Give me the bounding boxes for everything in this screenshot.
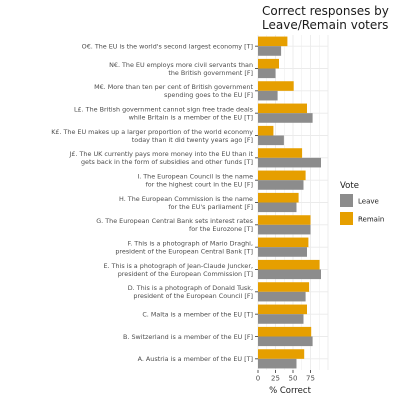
category-label: M€. More than ten per cent of British go…: [94, 83, 253, 91]
category-label: G. The European Central Bank sets intere…: [96, 217, 253, 225]
bar-leave: [258, 68, 276, 79]
category-label: E. This is a photograph of Jean-Claude J…: [103, 262, 253, 270]
bar-leave: [258, 291, 306, 302]
bar-remain: [258, 349, 305, 359]
x-tick-label: 50: [289, 375, 298, 383]
bar-remain: [258, 192, 299, 203]
category-label: while Britain is a member of the EU [T]: [129, 113, 253, 121]
bar-remain: [258, 103, 307, 114]
category-label: O€. The EU is the world's second largest…: [82, 42, 253, 50]
bar-remain: [258, 125, 274, 136]
category-label: F. This is a photograph of Mario Draghi,: [128, 239, 253, 247]
chart-title-line-1: Correct responses by Leave/Remain voters: [262, 4, 389, 32]
x-tick-label: 25: [271, 375, 280, 383]
category-label: B. Switzerland is a member of the EU [F]: [123, 333, 253, 341]
category-label: D. This is a photograph of Donald Tusk,: [128, 284, 253, 292]
category-label: president of the European Commission [T]: [118, 270, 253, 278]
bar-leave: [258, 46, 282, 56]
bar-leave: [258, 336, 313, 347]
category-label: L£. The British government cannot sign f…: [74, 105, 254, 113]
bars: [258, 36, 321, 369]
bar-leave: [258, 269, 321, 280]
bar-remain: [258, 237, 309, 248]
legend-key-leave: [340, 194, 353, 207]
category-label: for the Eurozone [T]: [189, 225, 253, 233]
legend: Vote Leave Remain: [340, 181, 384, 225]
x-tick-label: 0: [256, 375, 260, 383]
bar-leave: [258, 358, 297, 369]
x-axis-title: % Correct: [269, 386, 311, 396]
bar-leave: [258, 157, 321, 168]
bar-leave: [258, 224, 311, 235]
bar-leave: [258, 247, 307, 257]
bar-leave: [258, 113, 313, 123]
category-label: gets back in the form of subsidies and o…: [81, 158, 253, 166]
category-label: J£. The UK currently pays more money int…: [69, 150, 254, 158]
category-label: H. The European Commission is the name: [119, 195, 253, 203]
chart-title-tspan: Leave/Remain voters: [262, 18, 388, 32]
bar-leave: [258, 90, 278, 101]
category-label: spending goes to the EU [F]: [164, 91, 253, 99]
category-label: for the highest court in the EU [F]: [146, 180, 254, 188]
legend-label-remain: Remain: [358, 216, 384, 224]
chart-title-tspan: Correct responses by: [262, 4, 389, 18]
legend-title: Vote: [340, 181, 359, 191]
x-axis: 0 25 50 75: [256, 370, 315, 383]
legend-key-remain: [340, 212, 353, 225]
bar-leave: [258, 135, 284, 146]
x-tick-label: 75: [306, 375, 315, 383]
category-label: K£. The EU makes up a larger proportion …: [51, 128, 253, 136]
category-label: I. The European Council is the name: [137, 172, 253, 180]
legend-label-leave: Leave: [358, 198, 379, 206]
category-label: N€. The EU employs more civil servants t…: [109, 61, 253, 69]
category-label: today than it did twenty years ago [F]: [132, 136, 253, 144]
bar-remain: [258, 36, 288, 47]
category-label: C. Malta is a member of the EU [T]: [142, 310, 253, 318]
bar-leave: [258, 202, 297, 213]
bar-remain: [258, 304, 307, 315]
bar-remain: [258, 170, 306, 181]
bar-remain: [258, 58, 279, 69]
category-label: president of the European Council [F]: [133, 292, 253, 300]
category-label: A. Austria is a member of the EU [T]: [138, 355, 253, 363]
bar-remain: [258, 215, 311, 225]
bar-remain: [258, 259, 320, 270]
bar-leave: [258, 180, 304, 190]
bar-remain: [258, 148, 303, 158]
bar-remain: [258, 326, 312, 337]
category-labels: O€. The EU is the world's second largest…: [51, 42, 258, 363]
bar-leave: [258, 314, 304, 324]
bar-remain: [258, 282, 310, 292]
bar-remain: [258, 81, 294, 91]
category-label: president of the European Central Bank […: [115, 247, 253, 255]
category-label: for the EU's parliament [F]: [168, 203, 253, 211]
category-label: the British government [F]: [168, 69, 253, 77]
